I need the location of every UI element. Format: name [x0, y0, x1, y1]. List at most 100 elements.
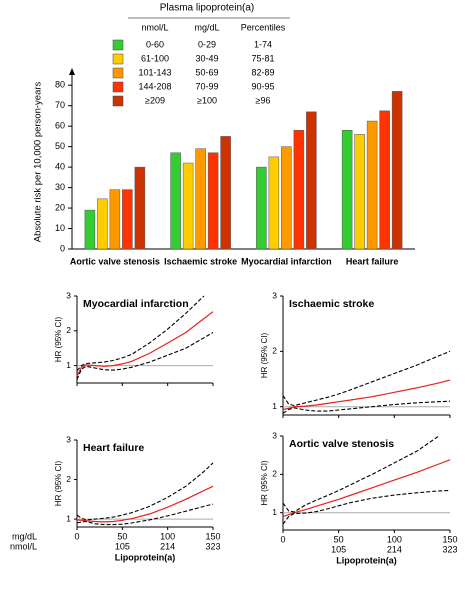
ci-line — [282, 435, 440, 513]
x-tick-label: Aortic valve stenosis — [70, 256, 160, 266]
bar — [182, 162, 194, 250]
x-tick-label: 150 — [442, 534, 457, 544]
bar — [379, 110, 390, 250]
bar — [109, 189, 121, 250]
y-tick-label: 1 — [66, 360, 71, 370]
x-tick-label: Ischaemic stroke — [164, 256, 237, 266]
x-axis-label: Lipoprotein(a) — [115, 552, 176, 562]
hr-line — [76, 311, 214, 377]
bar — [391, 91, 403, 250]
bar — [220, 136, 231, 250]
x-tick-label: Heart failure — [346, 256, 399, 266]
x-tick-label: 0 — [280, 534, 285, 544]
legend-swatch — [112, 95, 124, 107]
legend-column-header: Percentiles — [241, 22, 286, 32]
x2-tick-label: 323 — [205, 541, 220, 551]
y-axis-label: HR (95% CI) — [54, 316, 63, 362]
bar — [122, 189, 133, 250]
bar — [170, 152, 181, 250]
x-tick-label: 150 — [205, 531, 220, 541]
y-tick-label: 70 — [55, 100, 65, 110]
legend-swatch — [112, 53, 124, 65]
bar — [134, 166, 146, 250]
y-tick-label: 1 — [66, 513, 71, 523]
y-tick-label: 60 — [55, 121, 65, 131]
x-tick-label: 50 — [117, 531, 127, 541]
y-tick-label: 50 — [55, 141, 65, 151]
y-tick-label: 1 — [272, 401, 277, 411]
x2-tick-label: 214 — [160, 541, 175, 551]
legend-label: 0-29 — [198, 39, 216, 49]
x-unit-label: mg/dL — [12, 531, 37, 541]
legend-label: 90-95 — [251, 81, 274, 91]
legend-label: 61-100 — [141, 53, 169, 63]
x-axis-label: Lipoprotein(a) — [336, 555, 397, 565]
bar — [293, 130, 305, 250]
x2-tick-label: 105 — [115, 541, 130, 551]
legend-label: 101-143 — [138, 67, 171, 77]
hr-line — [76, 485, 214, 523]
panel-title: Ischaemic stroke — [289, 298, 374, 310]
bar — [366, 120, 378, 250]
y-axis-label: HR (95% CI) — [260, 460, 269, 506]
legend-column-header: nmol/L — [141, 22, 168, 32]
y-tick-label: 2 — [66, 325, 71, 335]
y-tick-label: 3 — [66, 290, 71, 300]
hr-line — [282, 379, 451, 411]
x2-tick-label: 214 — [387, 544, 402, 554]
bar — [84, 209, 96, 250]
ci-line — [76, 295, 205, 372]
x2-tick-label: 105 — [331, 544, 346, 554]
ci-line — [282, 400, 451, 414]
x-tick-label: 100 — [160, 531, 175, 541]
bar — [97, 198, 108, 250]
y-axis-label: HR (95% CI) — [260, 332, 269, 378]
panel-title: Heart failure — [83, 442, 144, 454]
x2-tick-label: 323 — [442, 544, 457, 554]
y-tick-label: 2 — [272, 346, 277, 356]
panel-title: Myocardial infarction — [83, 298, 189, 310]
legend-column-header: mg/dL — [194, 22, 219, 32]
ci-line — [76, 503, 214, 526]
y-tick-label: 2 — [66, 474, 71, 484]
hr-line — [282, 459, 451, 518]
ci-line — [282, 350, 451, 407]
y-axis-arrow — [69, 68, 75, 75]
y-tick-label: 80 — [55, 80, 65, 90]
bar — [256, 166, 267, 250]
bar — [354, 134, 365, 250]
x-tick-label: Myocardial infarction — [241, 256, 332, 266]
y-tick-label: 0 — [60, 243, 65, 253]
y-tick-label: 40 — [55, 161, 65, 171]
ci-line — [76, 462, 214, 521]
legend-swatch — [112, 67, 124, 79]
bar — [306, 111, 317, 250]
y-axis-label: HR (95% CI) — [54, 460, 63, 506]
legend-label: 75-81 — [251, 53, 274, 63]
bar — [341, 130, 353, 250]
legend-label: ≥96 — [256, 95, 271, 105]
panel-title: Aortic valve stenosis — [289, 438, 394, 450]
x-tick-label: 0 — [74, 531, 79, 541]
y-tick-label: 3 — [272, 290, 277, 300]
legend-swatch — [112, 39, 124, 51]
y-tick-label: 30 — [55, 182, 65, 192]
y-tick-label: 1 — [272, 507, 277, 517]
legend-label: 50-69 — [195, 67, 218, 77]
legend-label: 30-49 — [195, 53, 218, 63]
ci-line — [76, 332, 214, 380]
y-axis-label: Absolute risk per 10,000 person-years — [33, 81, 44, 242]
x-unit-label: nmol/L — [10, 541, 37, 551]
y-tick-label: 2 — [272, 469, 277, 479]
y-tick-label: 20 — [55, 202, 65, 212]
bar — [268, 156, 280, 250]
ci-line — [282, 489, 451, 525]
legend-title: Plasma lipoprotein(a) — [160, 3, 255, 14]
bar — [281, 146, 292, 250]
legend-label: 82-89 — [251, 67, 274, 77]
x-tick-label: 50 — [334, 534, 344, 544]
legend-label: ≥100 — [197, 95, 217, 105]
legend-label: 144-208 — [138, 81, 171, 91]
legend-label: 0-60 — [146, 39, 164, 49]
